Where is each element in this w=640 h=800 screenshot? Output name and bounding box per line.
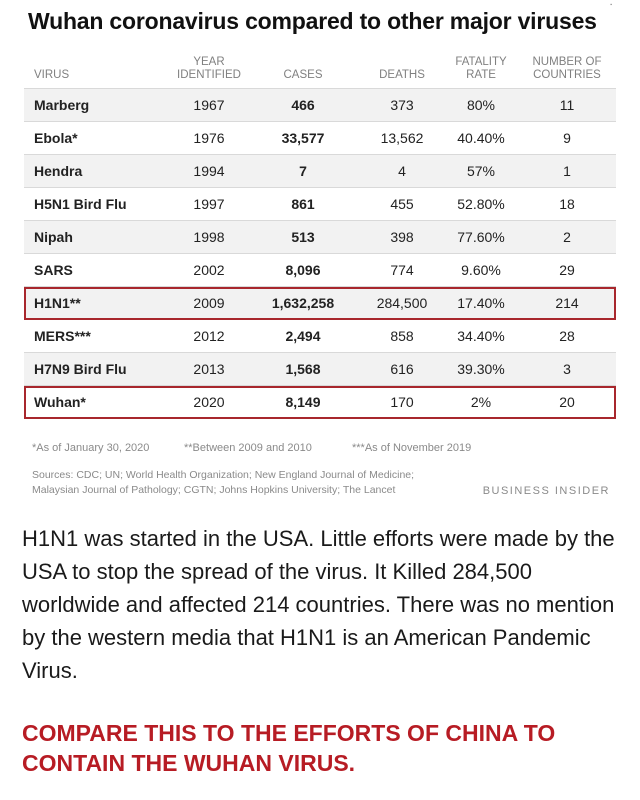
cell-year: 2002 (193, 262, 225, 278)
cell-cases: 8,149 (285, 394, 321, 410)
cell-fatality-rate: 57% (466, 163, 496, 179)
cell-cases: 513 (291, 229, 315, 245)
cell-year: 1998 (193, 229, 225, 245)
cell-deaths: 170 (390, 394, 414, 410)
cell-fatality-rate: 39.30% (457, 361, 505, 377)
table-row-highlighted: Wuhan* 2020 8,149 170 2% 20 (24, 386, 616, 419)
cell-deaths: 4 (398, 163, 406, 179)
cell-fatality-rate: 77.60% (457, 229, 505, 245)
cell-fatality-rate: 2% (470, 394, 492, 410)
cell-deaths: 858 (390, 328, 414, 344)
cell-fatality-rate: 34.40% (457, 328, 505, 344)
cell-virus: Hendra (34, 163, 83, 179)
cell-countries: 214 (555, 295, 579, 311)
cell-deaths: 455 (390, 196, 414, 212)
cell-cases: 2,494 (285, 328, 321, 344)
caption-text: H1N1 was started in the USA. Little effo… (22, 526, 615, 683)
cell-deaths: 13,562 (380, 130, 424, 146)
cell-year: 1997 (193, 196, 225, 212)
infographic-title: Wuhan coronavirus compared to other majo… (28, 8, 597, 34)
table-row: Marberg 1967 466 373 80% 11 (24, 89, 616, 122)
table-row: MERS*** 2012 2,494 858 34.40% 28 (24, 320, 616, 353)
footnote-double: **Between 2009 and 2010 (184, 442, 312, 454)
cell-countries: 18 (559, 196, 575, 212)
sources-note: Sources: CDC; UN; World Health Organizat… (32, 468, 472, 498)
cell-fatality-rate: 52.80% (457, 196, 505, 212)
cell-fatality-rate: 9.60% (461, 262, 501, 278)
table-row: Nipah 1998 513 398 77.60% 2 (24, 221, 616, 254)
column-header-virus: VIRUS (34, 69, 70, 81)
table-row-highlighted: H1N1** 2009 1,632,258 284,500 17.40% 214 (24, 287, 616, 320)
cell-virus: MERS*** (34, 328, 91, 344)
callout-text: COMPARE THIS TO THE EFFORTS OF CHINA TO … (22, 720, 556, 776)
cell-countries: 9 (563, 130, 571, 146)
cell-countries: 11 (559, 97, 575, 113)
cell-year: 1994 (193, 163, 225, 179)
cell-year: 2009 (193, 295, 225, 311)
cell-year: 2020 (193, 394, 225, 410)
cell-fatality-rate: 80% (466, 97, 496, 113)
cell-countries: 2 (563, 229, 571, 245)
cell-countries: 29 (559, 262, 575, 278)
cell-deaths: 373 (390, 97, 414, 113)
cell-countries: 20 (559, 394, 575, 410)
cell-fatality-rate: 17.40% (457, 295, 505, 311)
table-header: VIRUS YEAR IDENTIFIED CASES DEATHS FATAL… (24, 40, 616, 89)
table-row: Hendra 1994 7 4 57% 1 (24, 155, 616, 188)
cell-fatality-rate: 40.40% (457, 130, 505, 146)
corner-logo-mark: ▪ (610, 2, 612, 8)
infographic: Wuhan coronavirus compared to other majo… (24, 2, 616, 498)
cell-cases: 1,568 (285, 361, 321, 377)
cell-virus: Nipah (34, 229, 73, 245)
column-header-fatality-rate: FATALITY RATE (455, 56, 507, 81)
cell-virus: H5N1 Bird Flu (34, 196, 127, 212)
sources-line: Malaysian Journal of Pathology; CGTN; Jo… (32, 484, 396, 496)
column-header-countries: NUMBER OF COUNTRIES (532, 56, 602, 81)
cell-virus: Marberg (34, 97, 90, 113)
cell-virus: Ebola* (34, 130, 78, 146)
brand-logo: BUSINESS INSIDER (482, 485, 610, 497)
footnote-triple: ***As of November 2019 (352, 442, 472, 454)
cell-year: 1967 (193, 97, 225, 113)
cell-cases: 466 (291, 97, 315, 113)
cell-virus: H1N1** (34, 295, 81, 311)
cell-countries: 3 (563, 361, 571, 377)
column-header-cases: CASES (283, 69, 323, 81)
column-header-deaths: DEATHS (379, 69, 425, 81)
cell-year: 2013 (193, 361, 225, 377)
table-body: Marberg 1967 466 373 80% 11 Ebola* 1976 33,577 13… (24, 89, 616, 419)
cell-year: 1976 (193, 130, 225, 146)
cell-cases: 7 (299, 163, 307, 179)
cell-virus: SARS (34, 262, 73, 278)
table-row: H5N1 Bird Flu 1997 861 455 52.80% 18 (24, 188, 616, 221)
cell-countries: 1 (563, 163, 571, 179)
cell-virus: Wuhan* (34, 394, 86, 410)
footnote-single: *As of January 30, 2020 (32, 442, 150, 454)
cell-deaths: 774 (390, 262, 414, 278)
cell-virus: H7N9 Bird Flu (34, 361, 127, 377)
table-row: H7N9 Bird Flu 2013 1,568 616 39.30% 3 (24, 353, 616, 386)
cell-deaths: 284,500 (376, 295, 428, 311)
virus-comparison-table: VIRUS YEAR IDENTIFIED CASES DEATHS FATAL… (24, 40, 616, 419)
cell-cases: 1,632,258 (271, 295, 335, 311)
cell-countries: 28 (559, 328, 575, 344)
sources-line: Sources: CDC; UN; World Health Organizat… (32, 469, 415, 481)
column-header-year: YEAR IDENTIFIED (177, 56, 241, 81)
table-row: Ebola* 1976 33,577 13,562 40.40% 9 (24, 122, 616, 155)
cell-year: 2012 (193, 328, 225, 344)
cell-cases: 861 (291, 196, 315, 212)
cell-deaths: 398 (390, 229, 414, 245)
table-row: SARS 2002 8,096 774 9.60% 29 (24, 254, 616, 287)
cell-cases: 8,096 (285, 262, 321, 278)
cell-deaths: 616 (390, 361, 414, 377)
cell-cases: 33,577 (281, 130, 325, 146)
